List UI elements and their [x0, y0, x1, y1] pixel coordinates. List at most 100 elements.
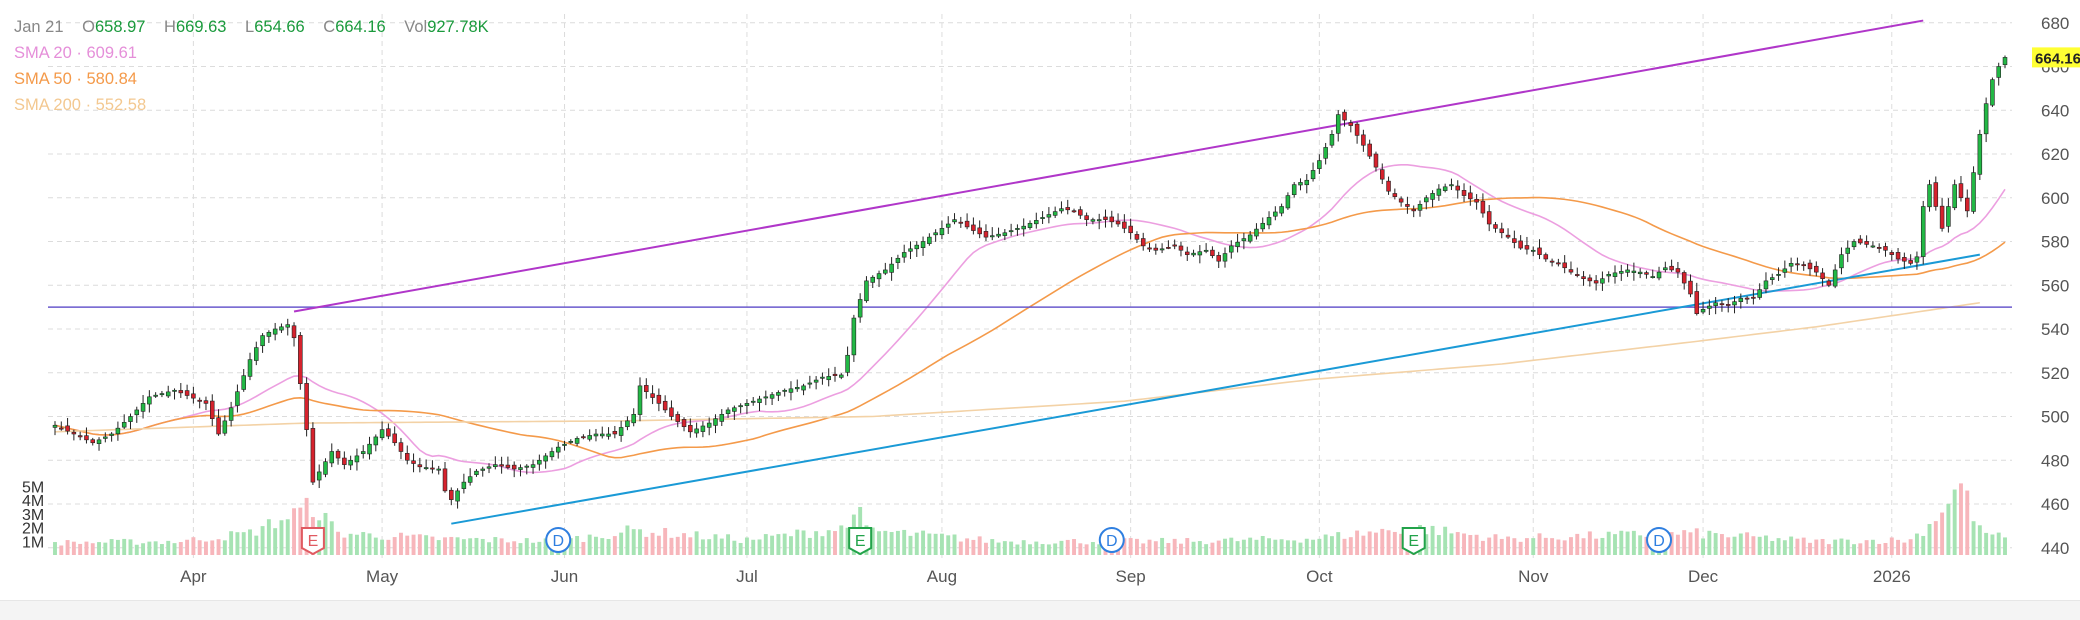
candle-body — [675, 414, 680, 422]
candle-body — [1285, 195, 1291, 209]
volume-bar — [1581, 538, 1586, 555]
candle-body — [140, 403, 146, 412]
candle — [71, 429, 77, 441]
candle — [335, 449, 341, 465]
sma50-legend[interactable]: SMA 50 · 580.84 — [14, 66, 489, 92]
volume-bar — [1770, 540, 1775, 555]
volume-bar — [996, 542, 1001, 555]
earnings-marker[interactable]: E — [1401, 527, 1426, 556]
candle-body — [1851, 241, 1857, 248]
volume-bar — [1613, 534, 1617, 555]
price-tick-label: 520 — [2041, 364, 2069, 383]
volume-bar — [814, 531, 819, 555]
volume-bar — [594, 536, 598, 555]
candle-body — [977, 227, 982, 235]
candle-body — [656, 394, 662, 404]
candle-body — [1134, 234, 1140, 240]
volume-bar — [1166, 543, 1171, 555]
candle — [1593, 275, 1599, 291]
candle — [272, 322, 278, 341]
candle — [197, 397, 202, 409]
volume-bar — [361, 532, 366, 555]
earnings-marker[interactable]: E — [300, 527, 325, 556]
volume-bar — [1952, 489, 1957, 555]
candle-body — [153, 394, 158, 397]
volume-bar — [323, 512, 328, 555]
candle-body — [795, 387, 800, 390]
candle-body — [1713, 302, 1718, 306]
candle — [499, 456, 504, 474]
candle-body — [908, 248, 913, 252]
candle-body — [1719, 303, 1725, 306]
candle-body — [725, 409, 731, 414]
candle-body — [1096, 219, 1102, 222]
sma20-legend[interactable]: SMA 20 · 609.61 — [14, 40, 489, 66]
candle-body — [109, 433, 114, 436]
volume-bar — [493, 537, 498, 555]
dividend-marker[interactable]: D — [1098, 527, 1125, 553]
candle — [1713, 297, 1718, 315]
candle-body — [172, 389, 177, 392]
volume-bar — [1059, 540, 1064, 555]
volume-bar — [1185, 538, 1190, 555]
candle-body — [530, 464, 536, 468]
volume-bar — [543, 538, 548, 555]
candle — [1902, 252, 1907, 269]
price-tick-label: 620 — [2041, 145, 2069, 164]
candle — [2002, 55, 2008, 69]
candle — [449, 487, 454, 506]
volume-bar — [1204, 544, 1209, 555]
volume-bar — [537, 541, 542, 555]
volume-bar — [1499, 538, 1504, 555]
volume-bar — [71, 541, 76, 555]
candle-body — [964, 220, 970, 228]
sma200-legend[interactable]: SMA 200 · 552.58 — [14, 92, 489, 118]
candle — [593, 428, 599, 442]
candle — [467, 468, 473, 486]
volume-bar — [1241, 539, 1246, 555]
price-tick-label: 680 — [2041, 14, 2069, 33]
volume-bar — [1543, 537, 1548, 555]
candle-body — [1059, 208, 1064, 212]
volume-bar — [958, 541, 963, 555]
volume-bar — [1065, 539, 1070, 555]
last-price-tag-label: 664.16 — [2035, 50, 2080, 67]
earnings-marker[interactable]: E — [848, 527, 873, 556]
candle — [1273, 206, 1278, 221]
candle — [386, 423, 391, 440]
volume-bar — [59, 545, 64, 555]
candle — [430, 460, 435, 474]
dividend-marker[interactable]: D — [1646, 527, 1673, 553]
candle — [1405, 196, 1410, 214]
candle — [505, 456, 511, 470]
candle — [1499, 222, 1505, 239]
candle-body — [197, 399, 202, 402]
candle-body — [1015, 228, 1020, 230]
candle-body — [386, 428, 391, 437]
candle-body — [555, 446, 561, 453]
volume-bar — [1726, 537, 1731, 555]
candle — [1606, 271, 1611, 283]
candle — [1707, 299, 1712, 316]
candle-body — [637, 385, 643, 415]
volume-bar — [1015, 544, 1020, 555]
volume-bar — [1355, 530, 1360, 555]
volume-bar — [1908, 539, 1913, 555]
volume-bar — [65, 540, 70, 555]
candle — [65, 417, 70, 435]
volume-bar — [153, 541, 158, 555]
volume-bar — [1789, 536, 1794, 555]
volume-bar — [782, 533, 787, 555]
volume-bar — [1480, 540, 1485, 555]
dividend-marker[interactable]: D — [545, 527, 572, 553]
volume-bar — [1254, 539, 1259, 555]
candle — [1939, 198, 1945, 232]
volume-bar — [1745, 532, 1750, 555]
candle-body — [254, 347, 259, 361]
candle-body — [1751, 296, 1756, 299]
candle-body — [159, 393, 165, 396]
candle-body — [1845, 247, 1850, 254]
candle-body — [593, 433, 599, 437]
candle — [191, 386, 196, 404]
